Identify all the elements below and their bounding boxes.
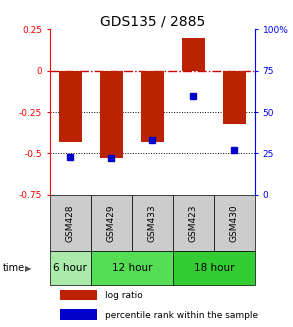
Text: 18 hour: 18 hour bbox=[194, 263, 234, 273]
Text: ▶: ▶ bbox=[25, 264, 31, 273]
Text: 12 hour: 12 hour bbox=[112, 263, 152, 273]
Bar bbox=[141, 71, 163, 142]
Bar bbox=[173, 195, 214, 251]
Bar bbox=[91, 195, 132, 251]
Bar bbox=[91, 251, 173, 285]
Bar bbox=[214, 195, 255, 251]
Bar bbox=[132, 195, 173, 251]
Text: GSM429: GSM429 bbox=[107, 204, 116, 242]
Bar bbox=[173, 251, 255, 285]
Title: GDS135 / 2885: GDS135 / 2885 bbox=[100, 14, 205, 28]
Text: 6 hour: 6 hour bbox=[53, 263, 87, 273]
Text: log ratio: log ratio bbox=[105, 291, 143, 300]
Text: GSM433: GSM433 bbox=[148, 204, 157, 242]
Bar bbox=[60, 309, 97, 320]
Text: percentile rank within the sample: percentile rank within the sample bbox=[105, 311, 258, 320]
Text: GSM423: GSM423 bbox=[189, 204, 198, 242]
Bar bbox=[50, 251, 91, 285]
Bar bbox=[100, 71, 123, 158]
Text: time: time bbox=[3, 263, 25, 273]
Bar bbox=[59, 71, 81, 142]
Bar bbox=[182, 38, 205, 71]
Text: GSM430: GSM430 bbox=[230, 204, 239, 242]
Text: GSM428: GSM428 bbox=[66, 204, 75, 242]
Bar bbox=[60, 290, 97, 301]
Bar bbox=[223, 71, 246, 124]
Bar bbox=[50, 195, 91, 251]
